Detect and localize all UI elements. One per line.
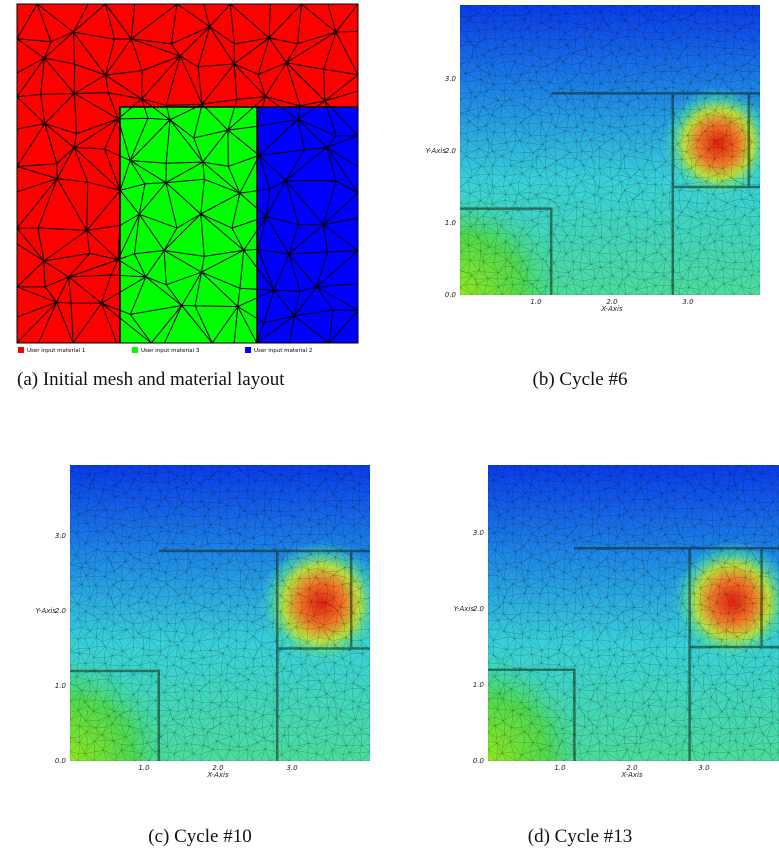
y-axis-label: Y-Axis	[36, 607, 57, 615]
caption: (c) Cycle #10	[70, 825, 330, 849]
y-tick-label: 0.0	[55, 757, 67, 765]
caption: (b) Cycle #6	[450, 368, 710, 392]
caption: (d) Cycle #13	[450, 825, 710, 849]
y-axis-label: Y-Axis	[426, 147, 447, 155]
y-tick-label: 3.0	[55, 532, 67, 540]
x-tick-label: 3.0	[682, 298, 694, 306]
heat-map	[488, 465, 779, 761]
heat-map	[460, 5, 775, 295]
y-tick-label: 1.0	[55, 682, 67, 690]
page: {"panels": [ {"caption": "(a) Initial me…	[0, 0, 779, 865]
y-tick-label: 1.0	[473, 681, 485, 689]
y-tick-label: 1.0	[445, 219, 457, 227]
figure: User input material 1 User input material…	[0, 0, 779, 865]
legend-swatch	[18, 347, 24, 353]
y-tick-label: 0.0	[473, 757, 485, 765]
legend-swatch	[245, 347, 251, 353]
material-3-region	[120, 107, 257, 343]
y-tick-label: 2.0	[473, 605, 485, 613]
x-tick-label: 1.0	[138, 764, 150, 772]
x-axis-label: X-Axis	[600, 305, 623, 313]
heat-map	[70, 465, 385, 761]
legend-label: User input material 1	[27, 348, 85, 354]
x-axis-label: X-Axis	[206, 771, 229, 779]
caption: (a) Initial mesh and material layout	[17, 368, 377, 392]
x-tick-label: 1.0	[554, 764, 566, 772]
legend-label: User input material 2	[254, 348, 312, 354]
y-tick-label: 2.0	[445, 147, 457, 155]
y-axis-label: Y-Axis	[454, 605, 475, 613]
y-tick-label: 3.0	[473, 529, 485, 537]
y-tick-label: 2.0	[55, 607, 67, 615]
y-tick-label: 0.0	[445, 291, 457, 299]
x-tick-label: 3.0	[286, 764, 298, 772]
legend-label: User input material 3	[141, 348, 200, 354]
x-tick-label: 1.0	[530, 298, 542, 306]
legend-swatch	[132, 347, 138, 353]
x-tick-label: 3.0	[698, 764, 710, 772]
x-axis-label: X-Axis	[620, 771, 643, 779]
y-tick-label: 3.0	[445, 75, 457, 83]
